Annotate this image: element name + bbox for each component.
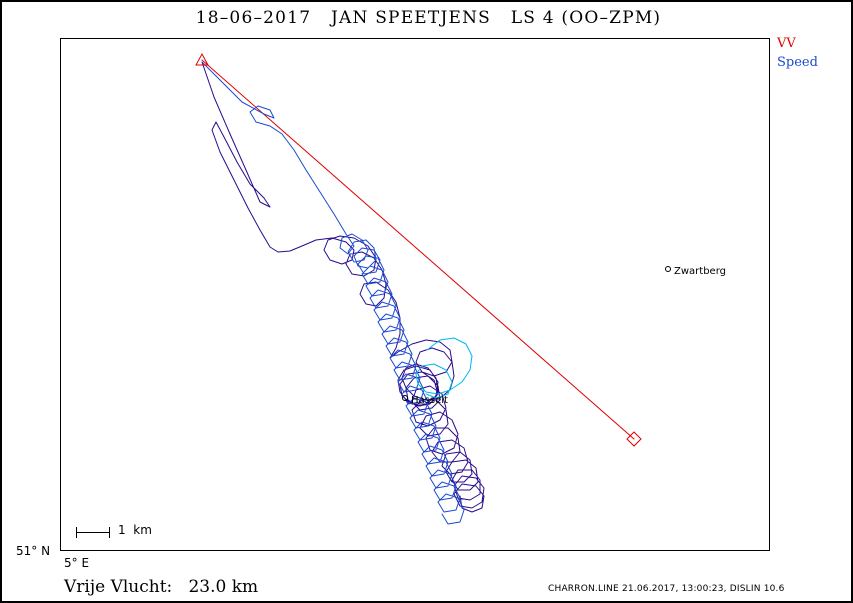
task-markers — [195, 52, 642, 447]
flight-summary: Vrije Vlucht: 23.0 km — [64, 577, 259, 597]
marker-end-diamond — [626, 431, 642, 447]
software-credit: CHARRON.LINE 21.06.2017, 13:00:23, DISLI… — [548, 584, 785, 594]
place-marker-icon — [402, 395, 408, 401]
place-label-hasselt: Hasselt — [402, 395, 448, 406]
scale-bar-tick-left — [76, 527, 77, 538]
legend: VV Speed — [777, 34, 818, 72]
place-marker-icon — [665, 266, 671, 272]
marker-start-triangle — [195, 52, 209, 66]
scale-bar-line — [76, 532, 110, 533]
flight-track-map[interactable] — [60, 38, 770, 551]
longitude-label: 5° E — [64, 556, 90, 570]
track-track-navy — [201, 61, 485, 513]
legend-item-vv: VV — [777, 36, 796, 51]
scale-bar-tick-right — [109, 527, 110, 538]
track-vv — [201, 59, 635, 440]
scale-bar: 1 km — [76, 523, 196, 543]
latitude-label: 51° N — [16, 544, 51, 558]
place-name: Zwartberg — [674, 266, 726, 277]
legend-item-speed: Speed — [777, 55, 818, 70]
track-speed-cyan — [415, 337, 473, 399]
page-title: 18–06–2017 JAN SPEETJENS LS 4 (OO–ZPM) — [195, 8, 662, 28]
place-name: Hasselt — [411, 395, 448, 406]
scale-bar-label: 1 km — [118, 523, 152, 537]
place-label-zwartberg: Zwartberg — [665, 266, 726, 277]
track-speed — [201, 61, 465, 525]
